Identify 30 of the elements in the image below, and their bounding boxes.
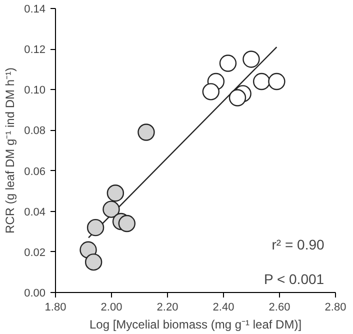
point xyxy=(242,50,260,68)
y-tick-label: 0.08 xyxy=(24,125,46,138)
y-tick-label: 0.06 xyxy=(24,166,46,178)
x-tick-label: 2.40 xyxy=(212,302,234,314)
y-tick-label: 0.02 xyxy=(24,246,46,259)
y-tick-label: 0.12 xyxy=(24,44,46,56)
point xyxy=(228,89,246,106)
point xyxy=(202,83,220,100)
point xyxy=(86,219,104,236)
point xyxy=(118,214,136,232)
y-axis-title: RCR (g leaf DM g⁻¹ ind DM h⁻¹) xyxy=(3,67,18,234)
y-tick-label: 0.00 xyxy=(24,288,46,300)
point xyxy=(84,253,102,271)
y-tick-label: 0.14 xyxy=(24,4,46,16)
point xyxy=(252,72,270,90)
point xyxy=(219,54,237,72)
point xyxy=(138,124,155,141)
point xyxy=(268,72,286,90)
annotation: r² = 0.90 xyxy=(272,236,325,253)
x-tick-label: 1.80 xyxy=(44,302,66,314)
x-tick-label: 2.00 xyxy=(100,302,122,314)
x-axis-title: Log [Mycelial biomass (mg g⁻¹ leaf DM)] xyxy=(89,318,302,332)
annotation: P < 0.001 xyxy=(264,270,324,287)
x-tick-label: 2.60 xyxy=(268,302,290,314)
y-tick-label: 0.10 xyxy=(24,84,46,97)
x-tick-label: 2.20 xyxy=(156,302,178,314)
point xyxy=(106,184,124,202)
x-tick-label: 2.80 xyxy=(324,302,346,314)
y-tick-label: 0.04 xyxy=(24,206,46,218)
point xyxy=(102,200,120,218)
